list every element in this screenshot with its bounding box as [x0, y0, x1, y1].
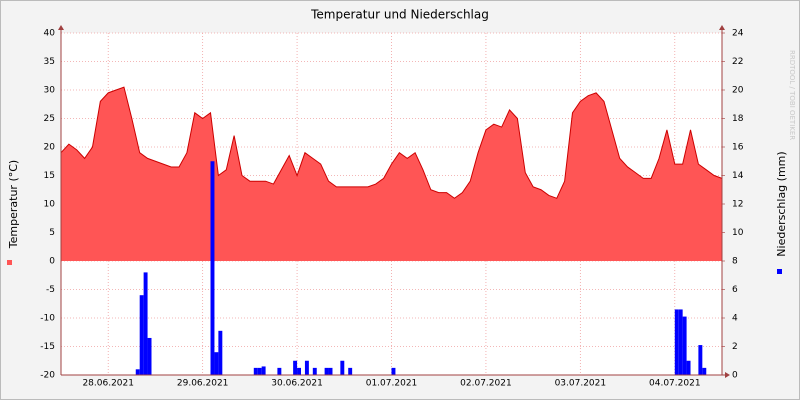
- precipitation-bar: [139, 295, 144, 375]
- precipitation-bar: [277, 367, 282, 375]
- y-tick-label: 40: [44, 29, 56, 39]
- y-tick-label: -10: [40, 314, 55, 324]
- x-tick-label: 01.07.2021: [366, 379, 418, 389]
- y-tick-label: 10: [44, 200, 56, 210]
- y-tick-label: -15: [40, 342, 55, 352]
- precipitation-bar: [304, 360, 309, 375]
- precipitation-bar: [218, 330, 223, 375]
- axis-arrow: [58, 25, 64, 30]
- y-tick-label: 5: [49, 228, 55, 238]
- y2-tick-label: 20: [732, 86, 744, 96]
- precipitation-bar: [698, 345, 703, 375]
- axis-arrow: [725, 372, 730, 378]
- y-tick-label: 15: [44, 171, 55, 181]
- y2-tick-label: 6: [732, 285, 738, 295]
- y-tick-label: 25: [44, 114, 55, 124]
- precipitation-bar: [674, 309, 679, 375]
- precipitation-bar: [391, 367, 396, 375]
- y2-tick-label: 2: [732, 342, 738, 352]
- y-axis-label: Temperatur (°C): [7, 160, 20, 249]
- x-tick-label: 03.07.2021: [555, 379, 607, 389]
- precipitation-bar: [147, 337, 152, 375]
- precipitation-bar: [135, 369, 140, 375]
- x-tick-label: 30.06.2021: [271, 379, 323, 389]
- y2-axis-label: Niederschlag (mm): [775, 151, 788, 256]
- precipitation-bar: [261, 366, 266, 375]
- precipitation-bar: [324, 367, 329, 375]
- precipitation-bar: [253, 367, 258, 375]
- x-tick-label: 02.07.2021: [460, 379, 512, 389]
- y2-tick-label: 12: [732, 200, 743, 210]
- x-tick-label: 29.06.2021: [177, 379, 229, 389]
- y-tick-label: 20: [44, 143, 56, 153]
- temperature-line: [60, 86, 723, 199]
- precipitation-bar: [214, 352, 219, 375]
- precipitation-bar: [348, 367, 353, 375]
- y2-tick-label: 18: [732, 114, 744, 124]
- y-tick-label: -20: [40, 371, 55, 381]
- precipitation-bar: [328, 367, 333, 375]
- y2-tick-label: 0: [732, 371, 738, 381]
- y-tick-label: 0: [49, 257, 55, 267]
- x-tick-label: 28.06.2021: [82, 379, 134, 389]
- legend-swatch: [7, 260, 12, 265]
- y-tick-label: -5: [46, 285, 55, 295]
- y2-tick-label: 24: [732, 29, 744, 39]
- y2-tick-label: 10: [732, 228, 744, 238]
- precipitation-bar: [257, 367, 262, 375]
- precipitation-bar: [143, 272, 148, 375]
- precipitation-bar: [312, 367, 317, 375]
- precipitation-bar: [686, 360, 691, 375]
- axis-arrow: [719, 25, 725, 30]
- y2-tick-label: 14: [732, 171, 744, 181]
- precipitation-bar: [210, 161, 215, 375]
- precipitation-bar: [297, 367, 302, 375]
- watermark: RRDTOOL / TOBI OETIKER: [788, 50, 796, 140]
- temperature-area: [61, 87, 722, 262]
- precipitation-bar: [702, 367, 707, 375]
- y2-tick-label: 16: [732, 143, 744, 153]
- y-tick-label: 35: [44, 57, 55, 67]
- chart-title: Temperatur und Niederschlag: [310, 8, 489, 22]
- x-tick-label: 04.07.2021: [649, 379, 701, 389]
- y2-tick-label: 4: [732, 314, 738, 324]
- y2-tick-label: 8: [732, 257, 738, 267]
- y2-tick-label: 22: [732, 57, 743, 67]
- y-tick-label: 30: [44, 86, 56, 96]
- precipitation-bar: [293, 360, 298, 375]
- precipitation-bar: [678, 309, 683, 375]
- precipitation-bar: [682, 316, 687, 375]
- precipitation-bar: [340, 360, 345, 375]
- legend-swatch: [777, 269, 782, 274]
